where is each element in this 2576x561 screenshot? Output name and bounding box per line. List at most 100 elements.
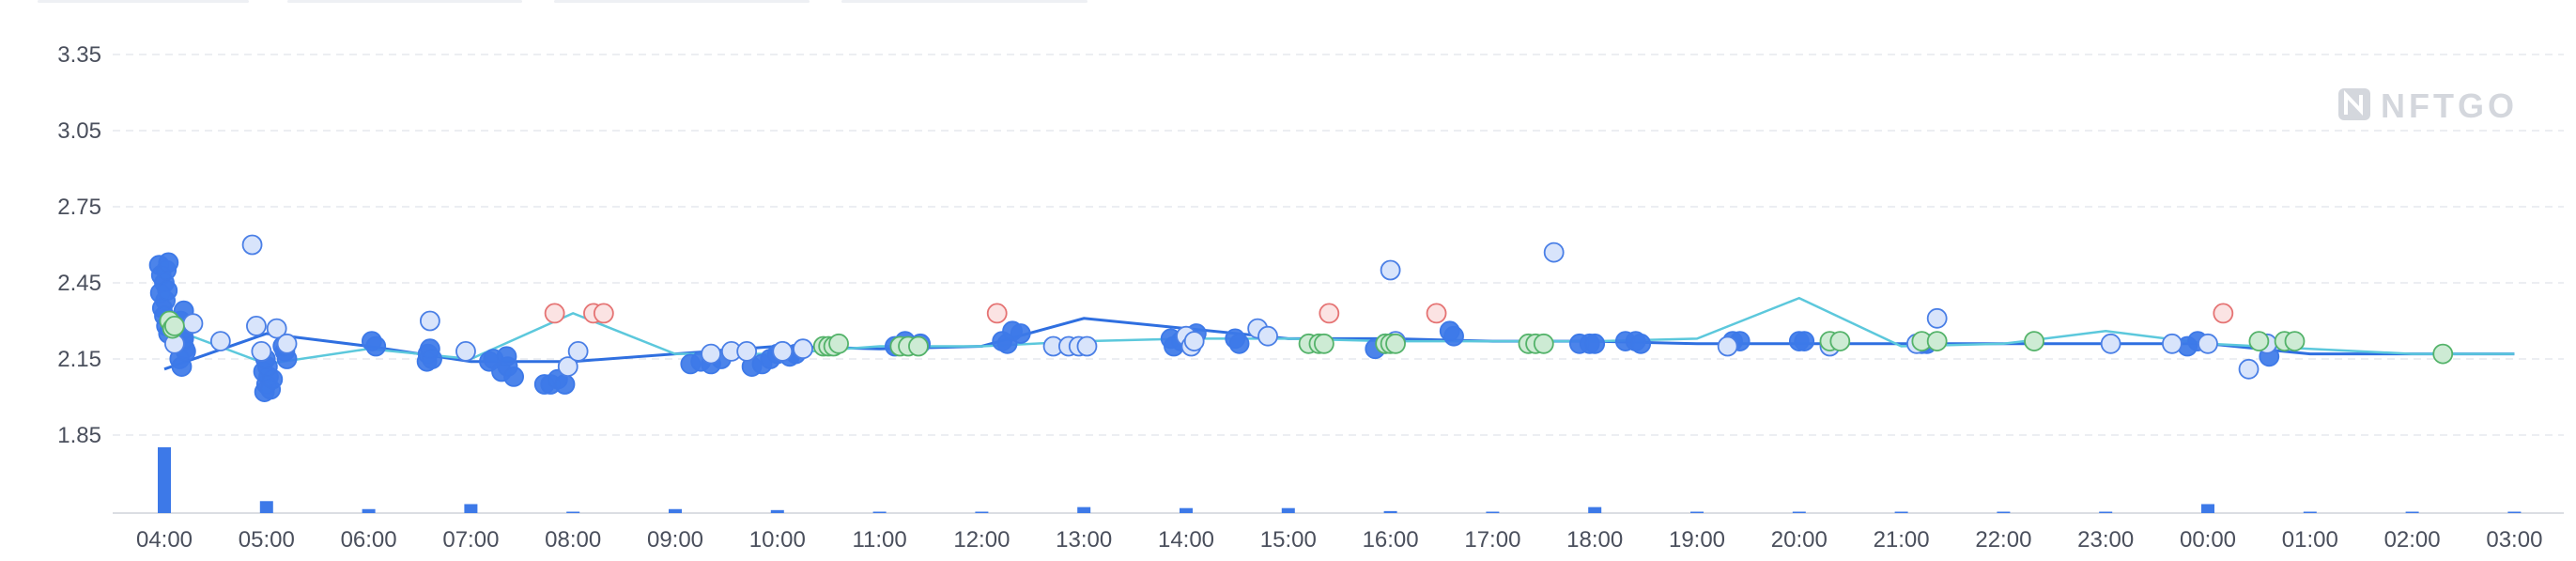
x-tick-label: 00:00 — [2180, 527, 2236, 553]
y-tick-label: 1.85 — [57, 423, 101, 448]
x-tick-label: 09:00 — [647, 527, 703, 553]
x-tick-label: 06:00 — [341, 527, 397, 553]
x-tick-label: 08:00 — [545, 527, 601, 553]
bid-point — [828, 333, 849, 354]
y-tick-label: 3.05 — [57, 118, 101, 144]
outlier-point — [2213, 303, 2234, 324]
nftgo-watermark: NFTGO — [2338, 86, 2514, 125]
x-tick-label: 14:00 — [1158, 527, 1214, 553]
x-tick-label: 17:00 — [1464, 527, 1520, 553]
bid-point — [2284, 331, 2306, 352]
listing-point — [266, 318, 287, 339]
bid-point — [1926, 331, 1948, 352]
listing-point — [1076, 335, 1098, 357]
listing-point — [241, 234, 263, 256]
listing-point — [1257, 325, 1278, 347]
listing-point — [2100, 333, 2121, 354]
listing-point — [2162, 333, 2183, 354]
volume-bar — [259, 501, 273, 513]
x-tick-label: 01:00 — [2282, 527, 2338, 553]
sale-point — [503, 366, 524, 387]
volume-bar — [1383, 510, 1397, 513]
volume-bars — [158, 447, 2522, 513]
x-tick-label: 02:00 — [2384, 527, 2441, 553]
bid-point — [908, 335, 929, 357]
tab-stub-3[interactable] — [554, 0, 810, 3]
x-tick-label: 20:00 — [1771, 527, 1828, 553]
listing-point — [2238, 358, 2260, 380]
listing-point — [1543, 242, 1565, 263]
volume-bar — [1588, 506, 1602, 513]
y-tick-label: 2.75 — [57, 195, 101, 220]
outlier-point — [1426, 303, 1447, 324]
listing-point — [1717, 335, 1738, 357]
volume-bar — [2201, 504, 2214, 513]
grid-lines — [113, 54, 2564, 514]
listing-point — [419, 310, 440, 332]
volume-bar — [2303, 511, 2317, 513]
sale-point — [422, 349, 442, 369]
volume-bar — [362, 508, 376, 513]
x-tick-label: 19:00 — [1669, 527, 1725, 553]
x-tick-label: 23:00 — [2077, 527, 2134, 553]
volume-bar — [566, 511, 580, 513]
sale-point — [365, 335, 387, 357]
y-tick-label: 3.35 — [57, 42, 101, 68]
y-tick-label: 2.45 — [57, 271, 101, 296]
volume-bar — [770, 509, 784, 513]
x-tick-label: 22:00 — [1975, 527, 2031, 553]
listing-point — [793, 338, 813, 360]
x-tick-label: 21:00 — [1874, 527, 1930, 553]
bid-point — [2024, 331, 2044, 352]
average-price-line — [163, 317, 2515, 371]
listing-point — [251, 340, 272, 362]
x-tick-label: 10:00 — [749, 527, 806, 553]
listing-point — [701, 343, 721, 365]
sale-point — [158, 252, 179, 273]
sale-point — [1584, 333, 1606, 354]
sale-point — [554, 374, 576, 395]
x-tick-label: 16:00 — [1363, 527, 1419, 553]
y-tick-label: 2.15 — [57, 347, 101, 372]
y-axis-labels: 1.85 2.15 2.45 2.75 3.05 3.35 — [57, 42, 101, 448]
sale-point — [1228, 333, 1250, 354]
outlier-point — [986, 303, 1008, 324]
bid-point — [1533, 333, 1554, 354]
tab-stub-1[interactable] — [38, 0, 249, 3]
bid-point — [1829, 331, 1851, 352]
listing-point — [182, 313, 204, 335]
x-tick-label: 05:00 — [239, 527, 295, 553]
volume-bar — [1690, 511, 1704, 513]
listing-point — [246, 315, 267, 336]
volume-bar — [669, 508, 682, 513]
volume-bar — [2405, 511, 2419, 513]
tab-stub-2[interactable] — [287, 0, 522, 3]
x-tick-label: 15:00 — [1260, 527, 1317, 553]
listing-point — [557, 356, 578, 378]
sale-point — [1794, 331, 1815, 352]
sale-point — [1010, 323, 1031, 344]
bid-point — [2432, 343, 2454, 365]
listing-point — [209, 331, 231, 352]
bid-point — [163, 315, 185, 336]
x-tick-label: 13:00 — [1056, 527, 1112, 553]
bid-point — [2248, 331, 2270, 352]
volume-bar — [464, 504, 478, 513]
tab-stub-4[interactable] — [841, 0, 1087, 3]
volume-bar — [158, 447, 171, 513]
volume-bar — [1180, 507, 1193, 513]
listing-point — [736, 340, 758, 362]
volume-bar — [1281, 507, 1295, 513]
listing-point — [1380, 259, 1401, 281]
volume-bar — [1997, 511, 2011, 513]
volume-bar — [872, 511, 887, 513]
listing-point — [276, 333, 298, 354]
volume-bar — [975, 511, 989, 513]
listing-point — [772, 340, 794, 362]
x-tick-label: 04:00 — [136, 527, 193, 553]
x-tick-label: 18:00 — [1566, 527, 1623, 553]
volume-bar — [2507, 511, 2522, 513]
volume-bar — [1792, 511, 1806, 513]
x-axis-labels: 04:00 05:00 06:00 07:00 08:00 09:00 10:00 11:00… — [136, 527, 2542, 553]
